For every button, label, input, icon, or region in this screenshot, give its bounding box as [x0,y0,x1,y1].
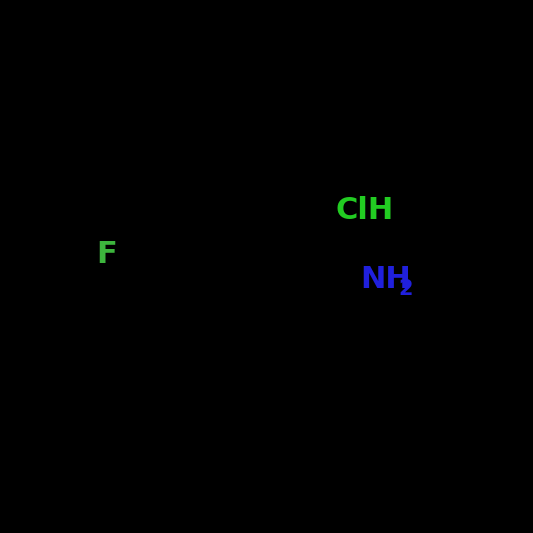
Text: F: F [96,240,117,269]
Text: NH: NH [360,265,411,294]
Text: ClH: ClH [336,196,394,225]
Text: 2: 2 [399,279,413,300]
